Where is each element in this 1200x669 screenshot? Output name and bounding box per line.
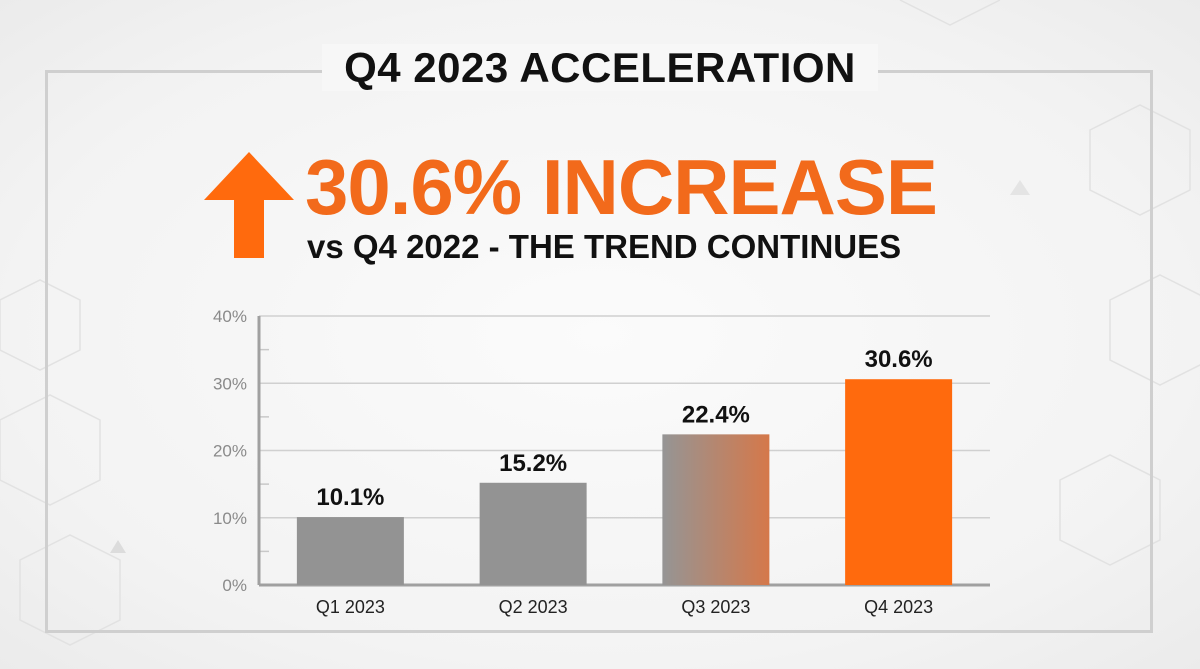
x-tick-label: Q4 2023 bbox=[864, 597, 933, 617]
y-tick-label: 30% bbox=[213, 374, 247, 393]
bar-q4-2023 bbox=[845, 379, 953, 585]
arrow-up-icon bbox=[204, 152, 294, 258]
subheadline: vs Q4 2022 - THE TREND CONTINUES bbox=[307, 228, 902, 265]
bar-q3-2023 bbox=[662, 434, 770, 585]
data-label: 22.4% bbox=[682, 401, 750, 428]
x-tick-label: Q2 2023 bbox=[499, 597, 568, 617]
bar-q2-2023 bbox=[479, 482, 587, 585]
y-tick-label: 40% bbox=[213, 307, 247, 326]
y-tick-label: 10% bbox=[213, 509, 247, 528]
data-label: 10.1% bbox=[316, 484, 384, 511]
y-tick-label: 0% bbox=[222, 576, 247, 595]
data-label: 30.6% bbox=[865, 346, 933, 373]
headline-increase: 30.6% INCREASE bbox=[305, 143, 938, 231]
page-title: Q4 2023 ACCELERATION bbox=[322, 44, 878, 91]
y-tick-label: 20% bbox=[213, 442, 247, 461]
bar-q1-2023 bbox=[296, 517, 404, 585]
x-tick-label: Q1 2023 bbox=[316, 597, 385, 617]
data-label: 15.2% bbox=[499, 450, 567, 477]
x-tick-label: Q3 2023 bbox=[681, 597, 750, 617]
title-wrapper: Q4 2023 ACCELERATION bbox=[0, 44, 1200, 92]
